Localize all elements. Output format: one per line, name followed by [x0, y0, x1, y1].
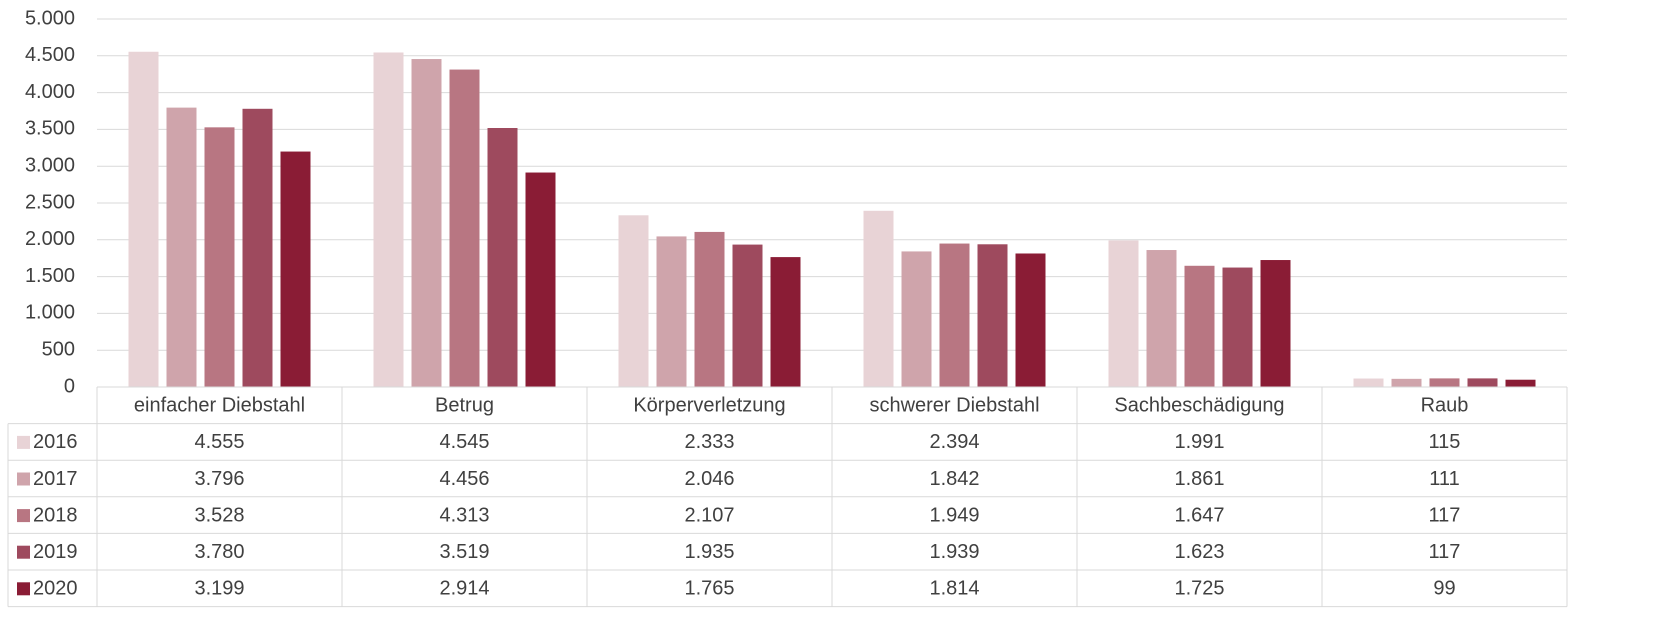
bar	[1222, 267, 1253, 387]
bar	[1391, 378, 1422, 387]
table-value: 1.623	[1174, 541, 1224, 563]
bar	[732, 244, 763, 387]
bar	[1467, 378, 1498, 387]
table-value: 1.842	[929, 468, 979, 490]
x-tick-label: einfacher Diebstahl	[134, 395, 305, 417]
bar	[1108, 240, 1139, 387]
y-tick-label: 4.500	[25, 44, 75, 66]
y-tick-label: 1.000	[25, 302, 75, 324]
bar	[618, 215, 649, 387]
table-value: 1.765	[684, 578, 734, 600]
bar	[1505, 379, 1536, 387]
x-tick-label: schwerer Diebstahl	[869, 395, 1039, 417]
x-tick-label: Körperverletzung	[633, 395, 785, 417]
table-value: 2.394	[929, 431, 979, 453]
x-tick-label: Raub	[1421, 395, 1469, 417]
table-value: 4.456	[439, 468, 489, 490]
table-value: 2.333	[684, 431, 734, 453]
y-tick-label: 2.000	[25, 228, 75, 250]
legend-swatch	[17, 582, 30, 596]
y-tick-label: 1.500	[25, 265, 75, 287]
table-value: 3.519	[439, 541, 489, 563]
table-value: 3.780	[194, 541, 244, 563]
legend-label: 2017	[33, 468, 78, 490]
bar	[1260, 260, 1291, 387]
table-value: 2.107	[684, 504, 734, 526]
table-value: 111	[1429, 468, 1459, 490]
table-value: 1.814	[929, 578, 979, 600]
table-value: 115	[1429, 431, 1461, 453]
bar	[1015, 253, 1046, 387]
table-value: 1.949	[929, 504, 979, 526]
table-value: 3.199	[194, 578, 244, 600]
bar	[1429, 378, 1460, 387]
legend-swatch	[17, 509, 30, 523]
bar	[373, 52, 404, 387]
bar	[280, 151, 311, 387]
y-tick-label: 2.500	[25, 191, 75, 213]
bar	[1184, 265, 1215, 387]
y-tick-label: 3.500	[25, 118, 75, 140]
legend-label: 2016	[33, 431, 78, 453]
legend-swatch	[17, 472, 30, 486]
bar	[242, 108, 273, 388]
bar	[487, 128, 518, 388]
bar	[1353, 378, 1384, 387]
y-tick-label: 5.000	[25, 7, 75, 29]
table-value: 117	[1429, 541, 1461, 563]
bar	[525, 172, 556, 387]
table-value: 3.796	[194, 468, 244, 490]
bar	[204, 127, 235, 387]
y-tick-label: 3.000	[25, 154, 75, 176]
table-value: 4.545	[439, 431, 489, 453]
bar	[901, 251, 932, 387]
bar	[977, 244, 1008, 387]
bar	[694, 231, 725, 387]
bar	[863, 210, 894, 387]
table-value: 1.861	[1174, 468, 1224, 490]
legend-label: 2018	[33, 504, 78, 526]
table-value: 2.046	[684, 468, 734, 490]
table-value: 1.647	[1174, 504, 1224, 526]
table-value: 1.939	[929, 541, 979, 563]
bar	[656, 236, 687, 387]
legend-swatch	[17, 545, 30, 559]
legend-label: 2020	[33, 578, 78, 600]
table-value: 99	[1433, 578, 1455, 600]
bar	[939, 243, 970, 387]
x-tick-label: Betrug	[435, 395, 494, 417]
bar	[166, 107, 197, 387]
table-value: 1.935	[684, 541, 734, 563]
x-tick-label: Sachbeschädigung	[1114, 395, 1284, 417]
table-value: 117	[1429, 504, 1461, 526]
legend-swatch	[17, 435, 30, 449]
y-tick-label: 4.000	[25, 81, 75, 103]
table-value: 4.555	[194, 431, 244, 453]
legend-label: 2019	[33, 541, 78, 563]
bar	[411, 59, 442, 388]
table-value: 2.914	[439, 578, 489, 600]
y-tick-label: 0	[64, 375, 75, 397]
bar	[449, 69, 480, 387]
table-value: 4.313	[439, 504, 489, 526]
bar	[770, 257, 801, 387]
table-value: 1.725	[1174, 578, 1224, 600]
bar	[1146, 250, 1177, 387]
y-tick-label: 500	[42, 338, 75, 360]
table-value: 1.991	[1174, 431, 1224, 453]
bar	[128, 51, 159, 387]
table-value: 3.528	[194, 504, 244, 526]
